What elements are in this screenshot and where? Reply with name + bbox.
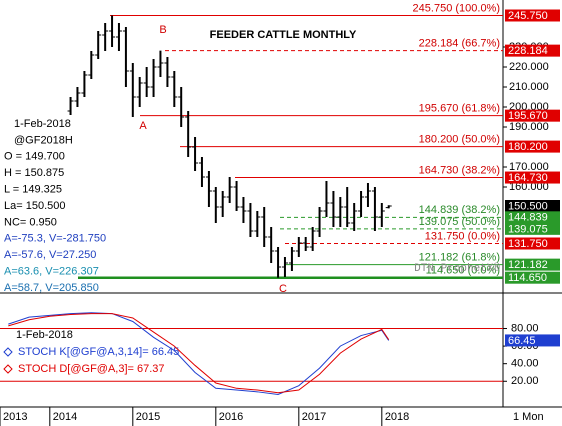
price-box (505, 271, 560, 284)
value-box (505, 334, 560, 347)
legend-marker (3, 347, 13, 357)
y-tick-label: 220.000 (509, 61, 549, 73)
info-line: A=-57.6, V=27.250 (4, 249, 96, 261)
y-tick-label: 40.00 (511, 358, 539, 370)
info-line: @GF2018H (14, 134, 73, 146)
info-line: O = 149.700 (4, 151, 65, 163)
info-line: A=58.7, V=205.850 (4, 282, 99, 294)
point-label: C (279, 283, 287, 295)
price-box-label: 121.182 (508, 259, 548, 271)
price-box-label: 114.650 (508, 272, 547, 284)
x-tick-label: 2016 (219, 411, 243, 423)
price-box-label: 144.839 (508, 212, 548, 224)
y-tick-label: 170.000 (509, 161, 549, 173)
info-line: L = 149.325 (4, 184, 62, 196)
x-tick-label: 2017 (302, 411, 326, 423)
y-tick-label: 190.000 (509, 121, 549, 133)
legend-entry: STOCH K[@GF@A,3,14]= 66.45 (18, 346, 179, 358)
period-label: 1 Mon (513, 411, 544, 423)
y-tick-label: 20.00 (511, 375, 539, 387)
level-label: 121.182 (61.8%) (419, 252, 500, 264)
level-label: 245.750 (100.0%) (413, 2, 500, 14)
x-tick-label: 2014 (53, 411, 77, 423)
info-line: La= 150.500 (4, 200, 65, 212)
level-label: 180.200 (50.0%) (419, 134, 500, 146)
legend-entry: STOCH D[@GF@A,3]= 67.37 (18, 363, 165, 375)
price-box (505, 9, 560, 22)
info-line: A=63.6, V=226.307 (4, 266, 99, 278)
price-box (505, 200, 560, 212)
info-line: H = 150.875 (4, 167, 64, 179)
price-box (505, 211, 560, 224)
level-label: 144.839 (38.2%) (419, 204, 500, 216)
level-label: 139.075 (50.0%) (419, 216, 500, 228)
level-label: 131.750 (0.0%) (425, 230, 500, 242)
price-box-label: 245.750 (508, 10, 548, 22)
price-box-label: 150.500 (508, 200, 548, 212)
watermark: DTN ProphetX® (414, 263, 500, 275)
price-box-label: 131.750 (508, 238, 548, 250)
y-tick-label: 80.00 (511, 322, 539, 334)
y-tick-label: 160.000 (509, 181, 549, 193)
price-box-label: 180.200 (508, 141, 548, 153)
level-label: 228.184 (66.7%) (419, 38, 500, 50)
price-box-label: 228.184 (508, 45, 548, 57)
x-tick-label: 2013 (3, 411, 27, 423)
price-box (505, 171, 560, 184)
price-box (505, 258, 560, 271)
info-line: NC= 0.950 (4, 216, 57, 228)
price-box (505, 237, 560, 250)
chart-title: FEEDER CATTLE MONTHLY (210, 29, 357, 41)
price-box-label: 164.730 (508, 172, 548, 184)
value-box-label: 66.45 (508, 335, 536, 347)
level-label: 195.670 (61.8%) (419, 103, 500, 115)
level-label: 114.650 (0.0%) (426, 265, 500, 277)
price-box (505, 109, 560, 122)
stoch-line (8, 312, 390, 395)
point-label: A (139, 120, 147, 132)
level-label: 164.730 (38.2%) (419, 164, 500, 176)
y-tick-label: 210.000 (509, 81, 549, 93)
point-label: B (159, 24, 166, 36)
price-box-label: 195.670 (508, 110, 548, 122)
stoch-line (8, 313, 390, 394)
info-line: 1-Feb-2018 (14, 118, 71, 130)
date-label: 1-Feb-2018 (16, 329, 73, 341)
x-tick-label: 2018 (385, 411, 409, 423)
price-box (505, 140, 560, 153)
legend-marker (3, 364, 13, 374)
price-box (505, 44, 560, 57)
price-box-label: 139.075 (508, 223, 548, 235)
info-line: A=-75.3, V=-281.750 (4, 233, 106, 245)
x-tick-label: 2015 (136, 411, 160, 423)
price-box (505, 222, 560, 235)
